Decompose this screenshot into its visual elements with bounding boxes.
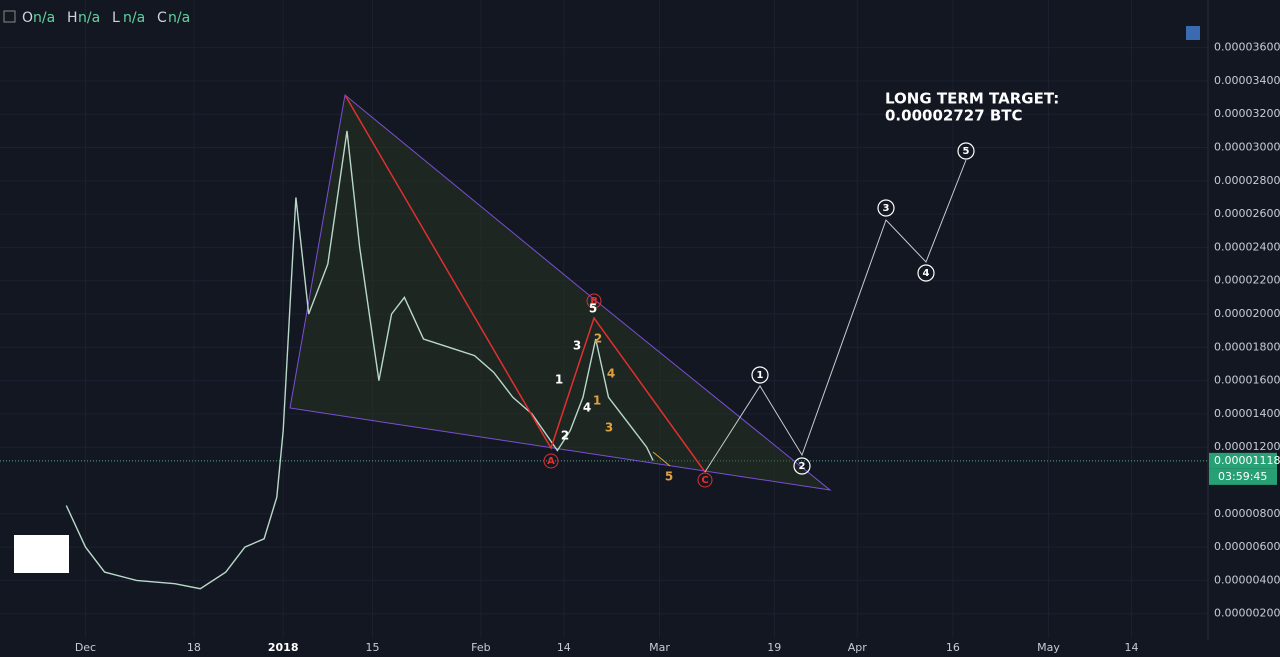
y-tick-label: 0.00002200 [1214,274,1280,287]
last-price-label: 0.00001118 [1214,454,1280,467]
white-waves: 1 2 3 4 5 [555,302,597,443]
y-tick-label: 0.00002000 [1214,307,1280,320]
x-tick-label: 15 [365,641,379,654]
wave-label: 4 [607,367,615,381]
y-tick-label: 0.00001400 [1214,407,1280,420]
x-tick-label: Feb [471,641,490,654]
wave-label: 2 [799,461,806,472]
label-circle [793,457,811,475]
wave-label: C [701,475,708,486]
icon[interactable] [3,10,16,23]
y-tick-label: 0.00000800 [1214,507,1280,520]
x-tick-label: Dec [75,641,96,654]
x-tick-label: May [1037,641,1060,654]
countdown: 03:59:45 [1218,470,1267,483]
orange-waves: 1 2 3 4 5 [593,332,673,484]
ohlc-key: L [112,10,120,26]
ohlc-value: n/a [168,10,190,26]
label-circle [751,366,769,384]
y-tick-label: 0.00001200 [1214,440,1280,453]
wave-label: 3 [573,339,581,353]
y-tick-label: 0.00002400 [1214,240,1280,253]
x-tick-label: 2018 [268,641,299,654]
x-tick-label: 14 [557,641,571,654]
abc-labels: A B C [543,293,713,488]
last-price-box [1209,452,1277,469]
ohlc-value: n/a [78,10,100,26]
price-line [65,130,654,590]
wave-label: 4 [583,401,591,415]
wave-label: A [547,456,555,467]
wave-label: 1 [555,373,563,387]
y-tick-label: 0.00002800 [1214,174,1280,187]
x-tick-label: Apr [848,641,868,654]
wave-label: 3 [605,421,613,435]
label-circle [586,293,602,309]
wave-label: 3 [883,203,890,214]
y-tick-label: 0.00001600 [1214,374,1280,387]
x-tick-label: 19 [767,641,781,654]
y-tick-label: 0.00000200 [1214,607,1280,620]
wave-label: 5 [963,146,970,157]
scale-button[interactable] [1186,26,1200,40]
label-circle [957,142,975,160]
wave-label: 2 [594,332,602,346]
y-tick-label: 0.00003600 [1214,41,1280,54]
wave-label: 4 [923,268,930,279]
y-tick-label: 0.00000400 [1214,573,1280,586]
wave-label: B [590,296,598,307]
y-tick-label: 0.00000600 [1214,540,1280,553]
x-tick-label: 14 [1124,641,1138,654]
ohlc-key: H [67,10,78,26]
wave-line [652,451,671,467]
wave-label: 2 [561,429,569,443]
ohlc-value: n/a [33,10,55,26]
target-text: 0.00002727 BTC [885,107,1023,125]
y-tick-label: 0.00003000 [1214,141,1280,154]
wave-label: 1 [593,394,601,408]
projection-lines [704,159,967,473]
x-tick-label: Mar [649,641,670,654]
wave-label: 5 [665,470,673,484]
countdown-box [1209,468,1277,485]
widget[interactable] [14,535,69,573]
target-text: LONG TERM TARGET: [885,90,1059,108]
wave-label: 5 [589,302,597,316]
ohlc-value: n/a [123,10,145,26]
ohlc-key: C [157,10,167,26]
series [65,130,654,590]
ohlc-key: O [22,10,33,26]
label-circle [697,472,713,488]
grid [0,0,1208,638]
wedge [289,94,832,491]
price-axis [1208,0,1280,657]
y-tick-label: 0.00003400 [1214,74,1280,87]
y-tick-label: 0.00001800 [1214,340,1280,353]
projection-labels: 1 2 3 4 5 [751,142,975,475]
wave-label: 1 [757,370,764,381]
x-tick-label: 16 [946,641,960,654]
abc-lines [344,94,706,473]
y-tick-label: 0.00002600 [1214,207,1280,220]
label-circle [917,264,935,282]
label-circle [877,199,895,217]
label-circle [543,453,559,469]
x-tick-label: 18 [187,641,201,654]
y-tick-label: 0.00003200 [1214,107,1280,120]
axes: 0.00000200 0.00000400 0.00000600 0.00000800… [75,41,1280,654]
